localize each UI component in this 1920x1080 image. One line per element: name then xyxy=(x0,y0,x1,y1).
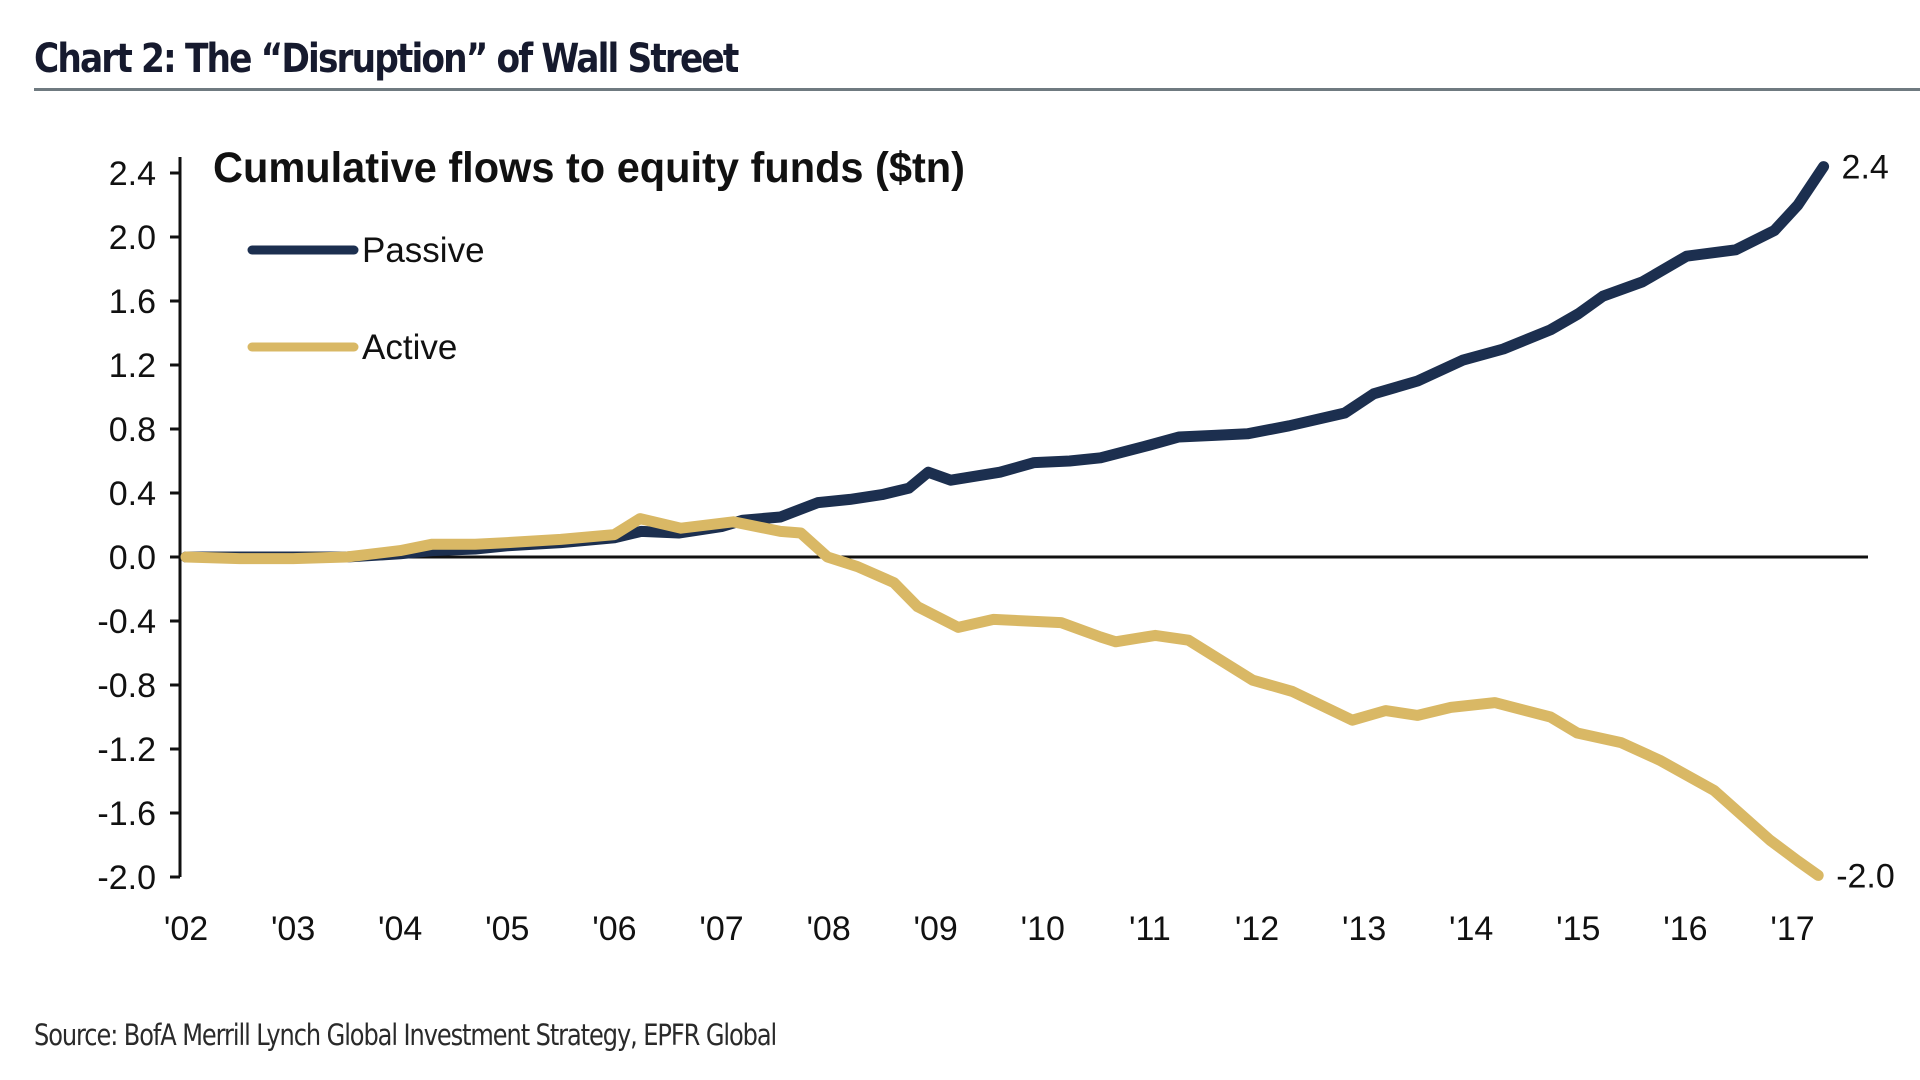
x-tick-label: '06 xyxy=(592,910,636,948)
legend: Passive Active xyxy=(247,231,485,367)
y-tick-label: 0.8 xyxy=(109,411,156,449)
y-axis: 2.4 2.0 1.6 1.2 0.8 0.4 0.0 -0.4 -0.8 -1.2 -1.6 -2.… xyxy=(97,155,182,897)
legend-label-active: Active xyxy=(362,328,457,367)
y-tick-label: 0.0 xyxy=(109,539,156,577)
chart-subtitle: Cumulative flows to equity funds ($tn) xyxy=(213,144,965,192)
end-label-active: -2.0 xyxy=(1836,857,1895,895)
x-tick-label: '05 xyxy=(485,910,529,948)
title-divider xyxy=(34,88,1920,91)
y-tick-label: 2.0 xyxy=(109,219,156,257)
x-tick-label: '11 xyxy=(1129,910,1171,948)
x-tick-label: '07 xyxy=(699,910,743,948)
x-tick-label: '15 xyxy=(1556,910,1600,948)
x-tick-label: '10 xyxy=(1021,910,1065,948)
series-line-active xyxy=(180,513,1824,881)
x-tick-label: '09 xyxy=(914,910,958,948)
chart-title: Chart 2: The “Disruption” of Wall Street xyxy=(34,36,739,82)
x-tick-label: '12 xyxy=(1235,910,1279,948)
x-tick-label: '13 xyxy=(1342,910,1386,948)
x-tick-label: '14 xyxy=(1449,910,1493,948)
y-tick-label: -0.4 xyxy=(97,603,156,641)
series-layer xyxy=(180,161,1830,881)
source-note: Source: BofA Merrill Lynch Global Invest… xyxy=(34,1018,777,1052)
y-tick-label: -1.2 xyxy=(97,731,156,769)
y-tick-label: 2.4 xyxy=(109,155,156,193)
x-axis: '02 '03 '04 '05 '06 '07 '08 '09 '10 '11 '12 '13 '14 '… xyxy=(164,910,1815,948)
x-tick-label: '16 xyxy=(1663,910,1707,948)
legend-label-passive: Passive xyxy=(362,231,485,270)
x-tick-label: '17 xyxy=(1770,910,1814,948)
y-tick-label: -0.8 xyxy=(97,667,156,705)
y-tick-label: 1.2 xyxy=(109,347,156,385)
x-tick-label: '04 xyxy=(378,910,422,948)
end-label-passive: 2.4 xyxy=(1842,149,1889,187)
y-tick-label: -2.0 xyxy=(97,859,156,897)
y-tick-label: 0.4 xyxy=(109,475,156,513)
y-tick-label: -1.6 xyxy=(97,795,156,833)
y-tick-label: 1.6 xyxy=(109,283,156,321)
x-tick-label: '02 xyxy=(164,910,208,948)
line-chart: 2.4 2.0 1.6 1.2 0.8 0.4 0.0 -0.4 -0.8 -1.2 -1.6 -2.… xyxy=(97,144,1895,948)
x-tick-label: '03 xyxy=(271,910,315,948)
x-tick-label: '08 xyxy=(806,910,850,948)
